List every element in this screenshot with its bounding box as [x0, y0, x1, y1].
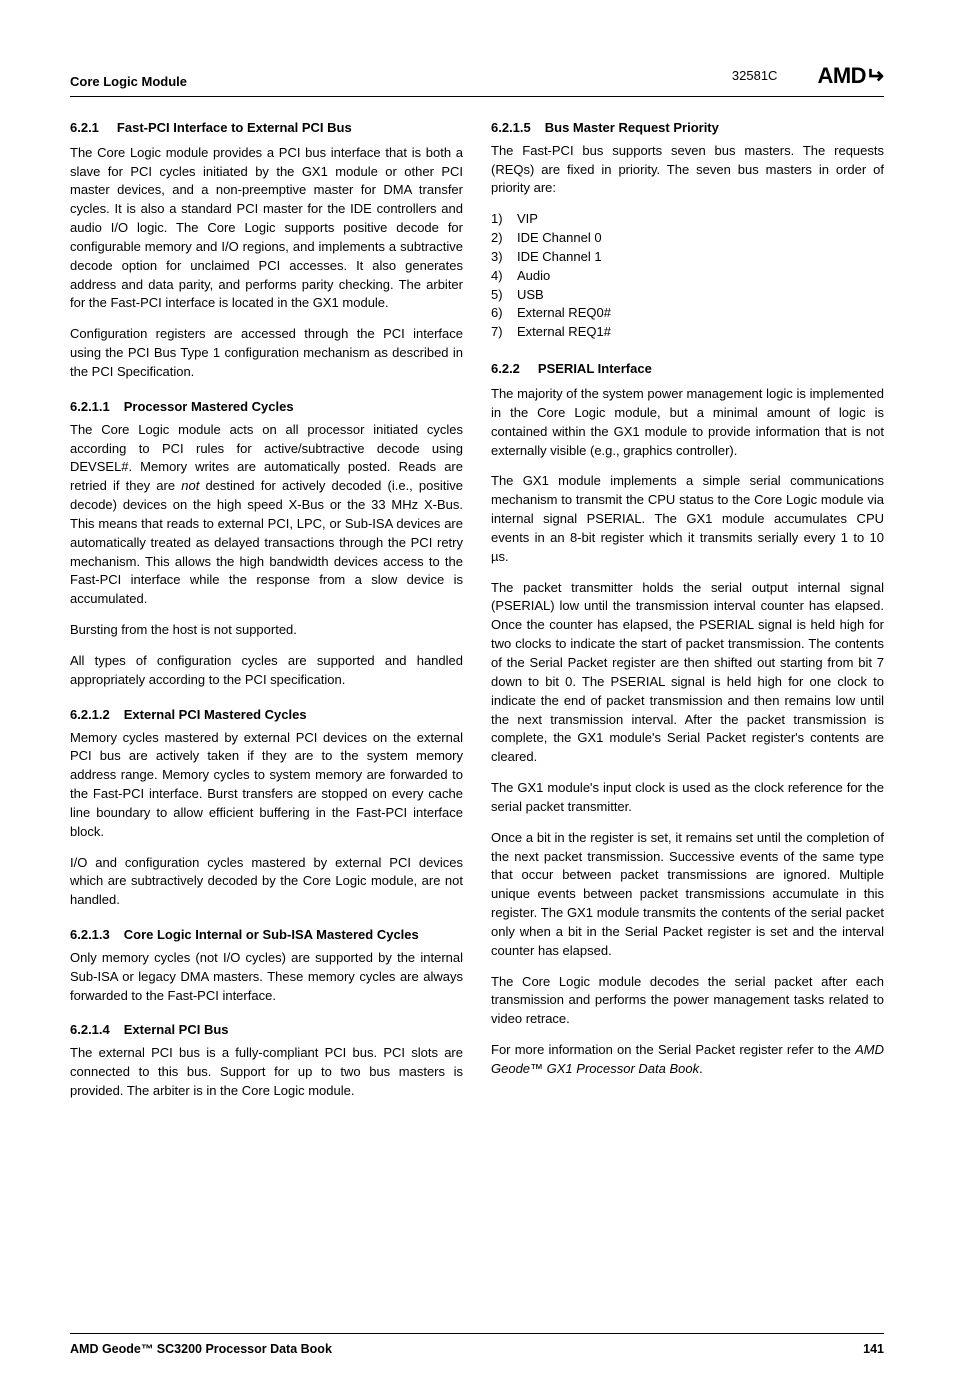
list-item: 5)USB — [491, 286, 884, 305]
document-id: 32581C — [732, 67, 778, 86]
text-run: . — [699, 1061, 703, 1076]
body-text: The Core Logic module acts on all proces… — [70, 421, 463, 609]
list-text: IDE Channel 1 — [517, 248, 602, 267]
body-text: The GX1 module's input clock is used as … — [491, 779, 884, 817]
right-column: 6.2.1.5 Bus Master Request Priority The F… — [491, 119, 884, 1113]
body-text: Configuration registers are accessed thr… — [70, 325, 463, 382]
heading-text: Core Logic Internal or Sub-ISA Mastered … — [124, 927, 419, 942]
heading-number: 6.2.2 — [491, 360, 520, 379]
list-text: VIP — [517, 210, 538, 229]
heading-number: 6.2.1.1 — [70, 398, 110, 417]
body-text: All types of configuration cycles are su… — [70, 652, 463, 690]
list-text: IDE Channel 0 — [517, 229, 602, 248]
amd-logo-arrow-icon: ↵ — [866, 60, 884, 92]
header-right: 32581C AMD↵ — [732, 60, 884, 92]
list-number: 6) — [491, 304, 517, 323]
list-item: 1)VIP — [491, 210, 884, 229]
body-text: The majority of the system power managem… — [491, 385, 884, 460]
body-text: The GX1 module implements a simple seria… — [491, 472, 884, 566]
list-number: 5) — [491, 286, 517, 305]
heading-number: 6.2.1.3 — [70, 926, 110, 945]
list-number: 2) — [491, 229, 517, 248]
body-text: Once a bit in the register is set, it re… — [491, 829, 884, 961]
heading-6-2-1-5: 6.2.1.5 Bus Master Request Priority — [491, 119, 884, 138]
heading-6-2-2: 6.2.2 PSERIAL Interface — [491, 360, 884, 379]
list-number: 3) — [491, 248, 517, 267]
list-text: External REQ0# — [517, 304, 611, 323]
header-section-title: Core Logic Module — [70, 73, 187, 92]
heading-number: 6.2.1.2 — [70, 706, 110, 725]
heading-6-2-1: 6.2.1 Fast-PCI Interface to External PCI … — [70, 119, 463, 138]
heading-6-2-1-1: 6.2.1.1 Processor Mastered Cycles — [70, 398, 463, 417]
heading-text: Processor Mastered Cycles — [124, 399, 294, 414]
heading-number: 6.2.1.4 — [70, 1021, 110, 1040]
amd-logo-text: AMD — [817, 60, 866, 92]
list-number: 1) — [491, 210, 517, 229]
list-item: 3)IDE Channel 1 — [491, 248, 884, 267]
two-column-layout: 6.2.1 Fast-PCI Interface to External PCI … — [70, 119, 884, 1113]
amd-logo: AMD↵ — [817, 60, 884, 92]
heading-text: External PCI Bus — [124, 1022, 229, 1037]
heading-6-2-1-3: 6.2.1.3 Core Logic Internal or Sub-ISA Ma… — [70, 926, 463, 945]
body-text: For more information on the Serial Packe… — [491, 1041, 884, 1079]
list-text: Audio — [517, 267, 550, 286]
emphasis-text: not — [181, 478, 199, 493]
footer-title: AMD Geode™ SC3200 Processor Data Book — [70, 1340, 332, 1358]
body-text: The packet transmitter holds the serial … — [491, 579, 884, 767]
heading-text: PSERIAL Interface — [538, 361, 652, 376]
list-text: USB — [517, 286, 544, 305]
heading-text: Bus Master Request Priority — [545, 120, 719, 135]
heading-text: Fast-PCI Interface to External PCI Bus — [117, 120, 352, 135]
list-number: 4) — [491, 267, 517, 286]
list-text: External REQ1# — [517, 323, 611, 342]
body-text: The Core Logic module provides a PCI bus… — [70, 144, 463, 314]
heading-6-2-1-2: 6.2.1.2 External PCI Mastered Cycles — [70, 706, 463, 725]
left-column: 6.2.1 Fast-PCI Interface to External PCI … — [70, 119, 463, 1113]
text-run: destined for actively decoded (i.e., pos… — [70, 478, 463, 606]
body-text: I/O and configuration cycles mastered by… — [70, 854, 463, 911]
body-text: Bursting from the host is not supported. — [70, 621, 463, 640]
heading-6-2-1-4: 6.2.1.4 External PCI Bus — [70, 1021, 463, 1040]
list-item: 2)IDE Channel 0 — [491, 229, 884, 248]
heading-number: 6.2.1 — [70, 119, 99, 138]
list-number: 7) — [491, 323, 517, 342]
body-text: The Core Logic module decodes the serial… — [491, 973, 884, 1030]
bus-master-priority-list: 1)VIP 2)IDE Channel 0 3)IDE Channel 1 4)… — [491, 210, 884, 342]
heading-text: External PCI Mastered Cycles — [124, 707, 307, 722]
page-number: 141 — [863, 1340, 884, 1358]
list-item: 4)Audio — [491, 267, 884, 286]
body-text: The Fast-PCI bus supports seven bus mast… — [491, 142, 884, 199]
heading-number: 6.2.1.5 — [491, 119, 531, 138]
body-text: Memory cycles mastered by external PCI d… — [70, 729, 463, 842]
page-header: Core Logic Module 32581C AMD↵ — [70, 60, 884, 97]
text-run: For more information on the Serial Packe… — [491, 1042, 855, 1057]
body-text: Only memory cycles (not I/O cycles) are … — [70, 949, 463, 1006]
body-text: The external PCI bus is a fully-complian… — [70, 1044, 463, 1101]
page-footer: AMD Geode™ SC3200 Processor Data Book 14… — [70, 1333, 884, 1358]
list-item: 6)External REQ0# — [491, 304, 884, 323]
list-item: 7)External REQ1# — [491, 323, 884, 342]
